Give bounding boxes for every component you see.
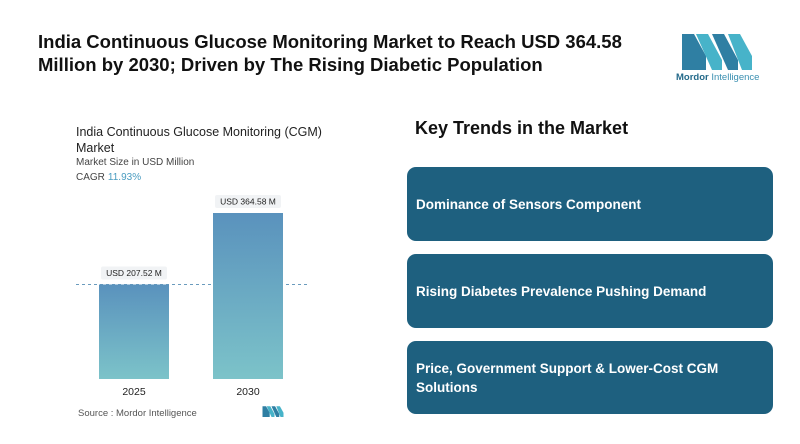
- x-tick-2030: 2030: [236, 386, 260, 398]
- data-label-bg-2025: [101, 266, 167, 280]
- source-note: Source : Mordor Intelligence: [78, 408, 197, 419]
- data-label-bg-2030: [215, 195, 281, 208]
- chart-subtitle: Market Size in USD Million: [76, 157, 195, 168]
- bar-2030: [213, 213, 283, 379]
- trend-card-price: Price, Government Support & Lower-Cost C…: [407, 341, 773, 414]
- mini-logo-icon: [262, 406, 284, 417]
- mordor-logo: Mordor Intelligence: [672, 30, 768, 88]
- data-label-2030: USD 364.58 M: [220, 197, 276, 207]
- trend-card-sensors: Dominance of Sensors Component: [407, 167, 773, 241]
- data-label-2025: USD 207.52 M: [106, 268, 162, 278]
- chart-title: India Continuous Glucose Monitoring (CGM…: [76, 125, 322, 155]
- x-tick-2025: 2025: [122, 386, 146, 398]
- mordor-logo-icon: [682, 34, 752, 70]
- cagr-value: 11.93%: [107, 172, 142, 183]
- cagr-label: CAGR: [76, 172, 105, 183]
- bar-chart: USD 207.52 M 2025 USD 364.58 M 2030: [76, 195, 308, 398]
- logo-wordmark: Mordor Intelligence: [676, 72, 760, 83]
- trends-title: Key Trends in the Market: [415, 118, 629, 138]
- trend-card-diabetes: Rising Diabetes Prevalence Pushing Deman…: [407, 254, 773, 328]
- chart-cagr: CAGR 11.93%: [76, 172, 141, 183]
- bar-2025: [99, 284, 169, 379]
- page-headline: India Continuous Glucose Monitoring Mark…: [38, 31, 622, 75]
